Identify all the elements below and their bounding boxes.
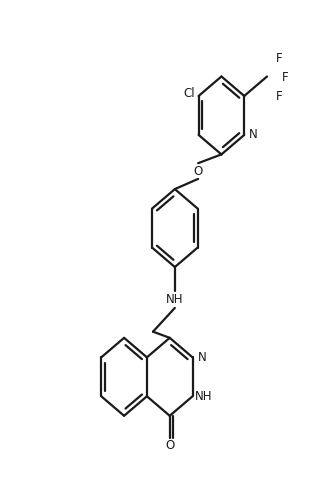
Text: N: N: [198, 351, 206, 364]
Text: Cl: Cl: [184, 87, 195, 100]
Text: NH: NH: [195, 390, 213, 403]
Text: F: F: [276, 52, 283, 65]
Text: F: F: [282, 71, 288, 84]
Text: O: O: [165, 439, 174, 452]
Text: F: F: [276, 90, 283, 103]
Text: NH: NH: [166, 293, 184, 306]
Text: N: N: [249, 129, 258, 141]
Text: O: O: [193, 165, 203, 178]
